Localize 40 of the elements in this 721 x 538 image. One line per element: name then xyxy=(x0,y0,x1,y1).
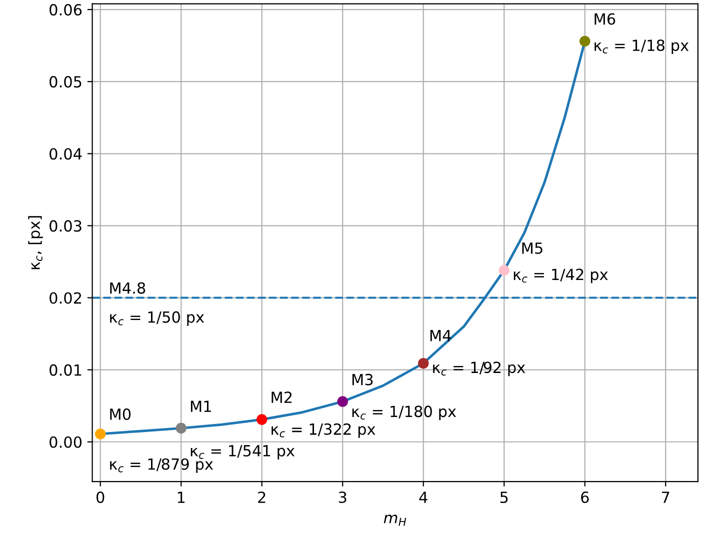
annotation: κ$_{c}$ = 1/180 px xyxy=(352,406,456,420)
y-tick-label: 0.04 xyxy=(50,148,82,160)
annotation: M2 xyxy=(272,392,292,403)
annotation: κ$_{c}$ = 1/18 px xyxy=(594,40,689,54)
y-tick-label: 0.01 xyxy=(50,364,82,376)
x-tick-label: 7 xyxy=(662,492,670,503)
y-tick-label: 0.06 xyxy=(50,4,82,16)
y-tick-label: 0.02 xyxy=(50,292,82,304)
annotation: κ$_{c}$ = 1/42 px xyxy=(514,268,608,284)
point xyxy=(579,36,590,47)
annotation: M5 xyxy=(522,242,542,254)
x-tick-label: 5 xyxy=(500,492,508,504)
point xyxy=(337,396,348,407)
annotation: κ$_{c}$ = 1/879 px xyxy=(110,458,214,473)
annotation: M3 xyxy=(352,374,373,386)
point xyxy=(256,414,268,425)
annotation: M4 xyxy=(430,330,451,342)
y-tick-label: 0.05 xyxy=(50,76,82,88)
annotation: M0 xyxy=(110,408,131,420)
x-tick-label: 0 xyxy=(96,492,104,504)
point xyxy=(94,428,106,440)
x-tick-label: 3 xyxy=(338,492,346,504)
annotation: κ$_{c}$ = 1/322 px xyxy=(272,423,376,438)
ref-line-label: M4.8 xyxy=(110,282,146,294)
y-tick-label: 0.03 xyxy=(50,220,82,232)
x-axis-title: m$_{H}$ xyxy=(384,514,406,526)
annotation: M6 xyxy=(594,13,616,25)
annotation: M1 xyxy=(190,400,211,412)
annotation: κ$_{c}$ = 1/541 px xyxy=(190,445,295,460)
x-tick-label: 2 xyxy=(258,492,266,503)
y-tick-label: 0.00 xyxy=(50,436,82,448)
y-axis-title: κ$_{c}$, [px] xyxy=(28,216,43,270)
point xyxy=(418,358,429,369)
x-tick-label: 4 xyxy=(419,492,428,503)
annotation: κ$_{c}$ = 1/92 px xyxy=(433,362,526,376)
annotation: κ$_{c}$ = 1/50 px xyxy=(110,311,204,326)
point xyxy=(176,422,186,434)
x-tick-label: 1 xyxy=(178,492,185,503)
point xyxy=(498,265,510,276)
x-tick-label: 6 xyxy=(581,492,589,504)
